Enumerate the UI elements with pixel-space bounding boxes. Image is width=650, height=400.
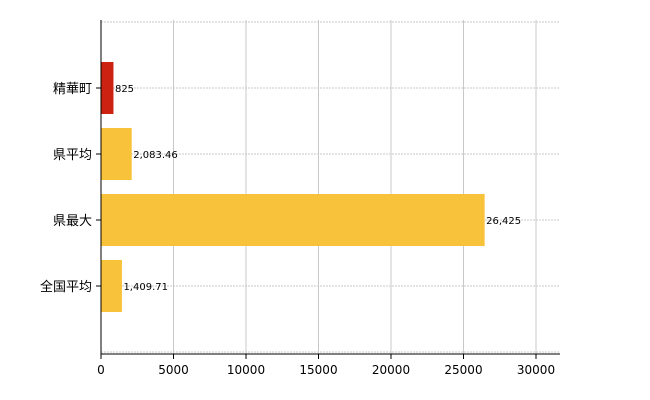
- data-label: 1,409.71: [123, 282, 168, 293]
- data-labels: 825 2,083.46 26,425 1,409.71: [115, 84, 521, 293]
- x-tick-label: 5000: [158, 363, 189, 377]
- x-tick-label: 30000: [517, 363, 555, 377]
- bar: [101, 62, 114, 114]
- category-label: 全国平均: [40, 279, 92, 295]
- x-tick-label: 20000: [372, 363, 410, 377]
- x-tick-label: 25000: [444, 363, 482, 377]
- data-label: 825: [115, 84, 134, 95]
- bar: [101, 260, 122, 312]
- bar: [101, 194, 485, 246]
- x-tick-label: 10000: [227, 363, 265, 377]
- data-label: 2,083.46: [133, 150, 178, 161]
- axes: [100, 20, 560, 355]
- category-label: 県最大: [53, 214, 92, 229]
- grid-lines: [101, 20, 560, 354]
- data-label: 26,425: [486, 216, 521, 227]
- x-tick-label: 0: [97, 363, 105, 377]
- x-ticks: 0 5000 10000 15000 20000 25000 30000: [96, 87, 555, 377]
- bar: [101, 128, 132, 180]
- category-label: 県平均: [53, 148, 92, 163]
- category-label: 精華町: [53, 82, 92, 97]
- x-tick-label: 15000: [299, 363, 337, 377]
- bars: [101, 62, 485, 312]
